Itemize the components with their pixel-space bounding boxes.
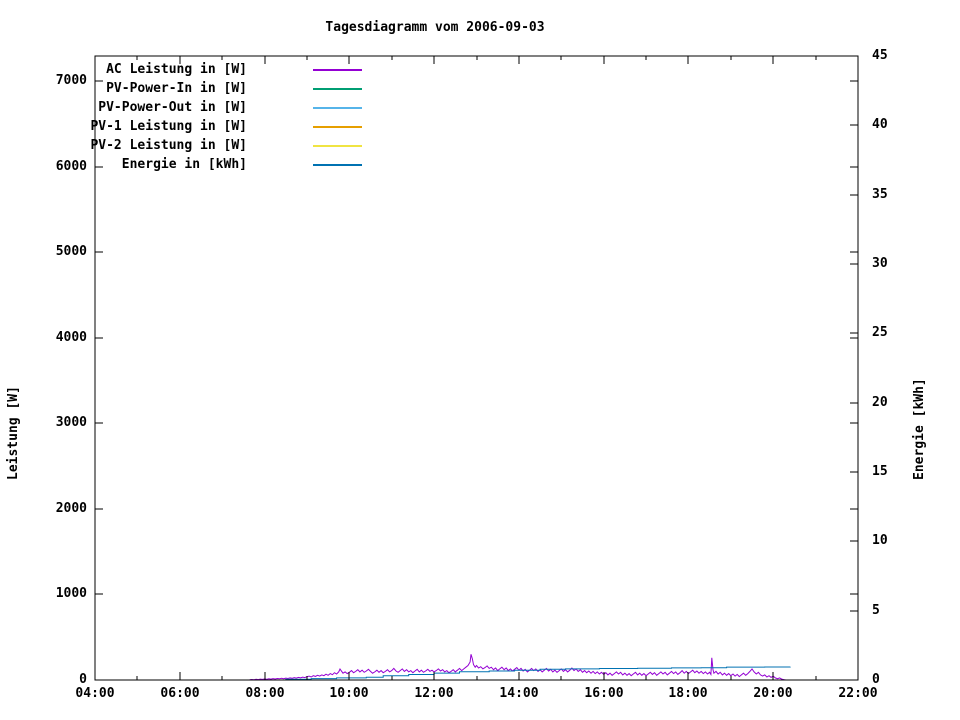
legend-label: AC Leistung in [W]	[106, 62, 247, 77]
chart-title: Tagesdiagramm vom 2006-09-03	[325, 20, 545, 35]
legend-row-pv-power-in-in-w: PV-Power-In in [W]	[0, 80, 380, 99]
x-tick-label: 14:00	[499, 686, 539, 701]
x-tick-label: 16:00	[584, 686, 624, 701]
y-left-tick-label: 5000	[55, 244, 87, 259]
legend-swatch-ac-leistung-in-w-icon	[313, 69, 362, 71]
y-right-tick-label: 45	[872, 48, 888, 63]
x-tick-label: 10:00	[329, 686, 369, 701]
legend-swatch-pv-power-in-in-w-icon	[313, 88, 362, 90]
legend-label: Energie in [kWh]	[121, 157, 247, 172]
legend-label: PV-1 Leistung in [W]	[90, 119, 247, 134]
series-energie-in-kwh-line	[264, 666, 791, 681]
x-tick-label: 04:00	[75, 686, 115, 701]
legend-label: PV-Power-Out in [W]	[98, 100, 247, 115]
y-right-tick-label: 5	[872, 603, 880, 618]
y-right-tick-label: 40	[872, 117, 888, 132]
legend-row-ac-leistung-in-w: AC Leistung in [W]	[0, 61, 380, 80]
y-right-tick-label: 10	[872, 533, 888, 548]
y-right-tick-label: 30	[872, 256, 888, 271]
x-tick-label: 06:00	[160, 686, 200, 701]
x-tick-label: 18:00	[668, 686, 708, 701]
y-left-tick-label: 1000	[55, 586, 87, 601]
x-tick-label: 12:00	[414, 686, 454, 701]
x-tick-label: 08:00	[245, 686, 285, 701]
legend-swatch-pv-1-leistung-in-w-icon	[313, 126, 362, 128]
legend-label: PV-Power-In in [W]	[106, 81, 247, 96]
y-left-tick-label: 0	[79, 672, 87, 687]
legend-swatch-energie-in-kwh-icon	[313, 164, 362, 166]
x-tick-label: 20:00	[753, 686, 793, 701]
y-right-tick-label: 0	[872, 672, 880, 687]
y-right-tick-label: 25	[872, 325, 888, 340]
legend-row-energie-in-kwh: Energie in [kWh]	[0, 156, 380, 175]
y-left-tick-label: 3000	[55, 415, 87, 430]
y-right-tick-label: 20	[872, 395, 888, 410]
legend-row-pv-power-out-in-w: PV-Power-Out in [W]	[0, 99, 380, 118]
y-left-tick-label: 4000	[55, 330, 87, 345]
y-right-tick-label: 15	[872, 464, 888, 479]
legend-swatch-pv-2-leistung-in-w-icon	[313, 145, 362, 147]
series-ac-leistung-in-w-line	[249, 654, 786, 681]
legend-row-pv-1-leistung-in-w: PV-1 Leistung in [W]	[0, 118, 380, 137]
legend-swatch-pv-power-out-in-w-icon	[313, 107, 362, 109]
legend-label: PV-2 Leistung in [W]	[90, 138, 247, 153]
y-left-tick-label: 7000	[55, 73, 87, 88]
x-tick-label: 22:00	[838, 686, 878, 701]
legend-row-pv-2-leistung-in-w: PV-2 Leistung in [W]	[0, 137, 380, 156]
y-left-tick-label: 2000	[55, 501, 87, 516]
y-right-tick-label: 35	[872, 187, 888, 202]
y-left-tick-label: 6000	[55, 159, 87, 174]
